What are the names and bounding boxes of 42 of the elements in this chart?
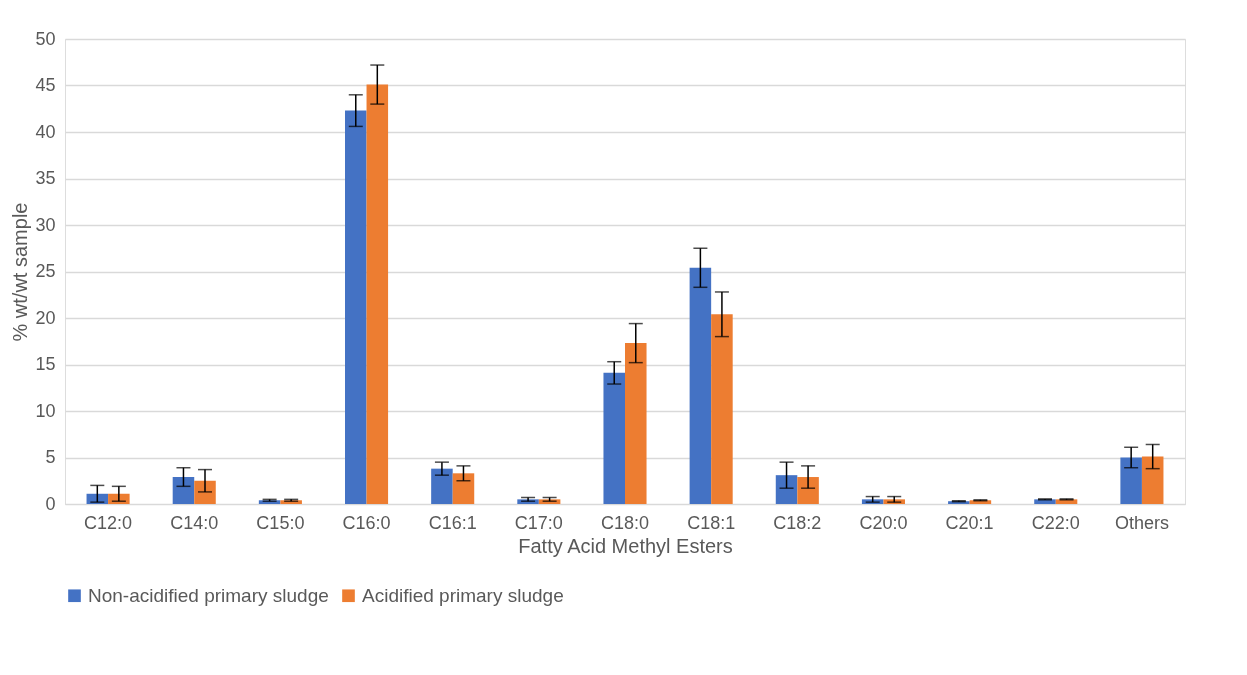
y-tick-label: 25 bbox=[35, 261, 56, 281]
x-tick-label: C20:0 bbox=[859, 512, 908, 533]
x-tick-label: C17:0 bbox=[514, 512, 563, 533]
bar bbox=[797, 477, 819, 504]
bar bbox=[711, 314, 733, 504]
y-tick-label: 20 bbox=[35, 307, 56, 328]
x-tick-label: C14:0 bbox=[170, 512, 219, 533]
y-tick-label: 45 bbox=[35, 75, 56, 95]
x-tick-label: C18:1 bbox=[687, 512, 736, 533]
bar bbox=[1120, 457, 1142, 504]
x-tick-label: C18:2 bbox=[773, 512, 822, 533]
bar bbox=[366, 84, 389, 504]
bar bbox=[775, 475, 798, 504]
y-tick-label: 30 bbox=[35, 214, 56, 235]
bar bbox=[603, 372, 625, 504]
x-tick-label: C22:0 bbox=[1031, 512, 1080, 533]
bar bbox=[625, 343, 647, 504]
x-tick-label: Others bbox=[1114, 512, 1169, 533]
y-tick-label: 50 bbox=[35, 28, 56, 49]
bar bbox=[431, 468, 453, 504]
y-tick-label: 40 bbox=[35, 121, 56, 142]
bar bbox=[172, 477, 195, 504]
x-tick-label: C16:1 bbox=[428, 512, 477, 533]
y-axis-title: % wt/wt sample bbox=[9, 202, 32, 342]
y-tick-label: 10 bbox=[35, 400, 56, 421]
x-tick-label: C18:0 bbox=[600, 512, 650, 533]
y-tick-label: 15 bbox=[35, 354, 56, 374]
x-tick-label: C20:1 bbox=[945, 512, 994, 533]
legend-label: Acidified primary sludge bbox=[362, 584, 564, 606]
bar bbox=[1141, 456, 1164, 504]
bar bbox=[194, 480, 216, 504]
bar bbox=[345, 110, 367, 504]
bar bbox=[689, 267, 712, 504]
x-axis-title: Fatty Acid Methyl Esters bbox=[518, 534, 733, 557]
legend-label: Non-acidified primary sludge bbox=[88, 584, 329, 606]
x-tick-label: C16:0 bbox=[342, 512, 391, 533]
y-tick-label: 35 bbox=[35, 168, 56, 188]
x-tick-label: C12:0 bbox=[84, 512, 133, 533]
bar bbox=[452, 473, 475, 504]
x-tick-label: C15:0 bbox=[256, 512, 305, 533]
y-tick-label: 5 bbox=[45, 447, 56, 467]
y-tick-label: 0 bbox=[45, 493, 56, 514]
